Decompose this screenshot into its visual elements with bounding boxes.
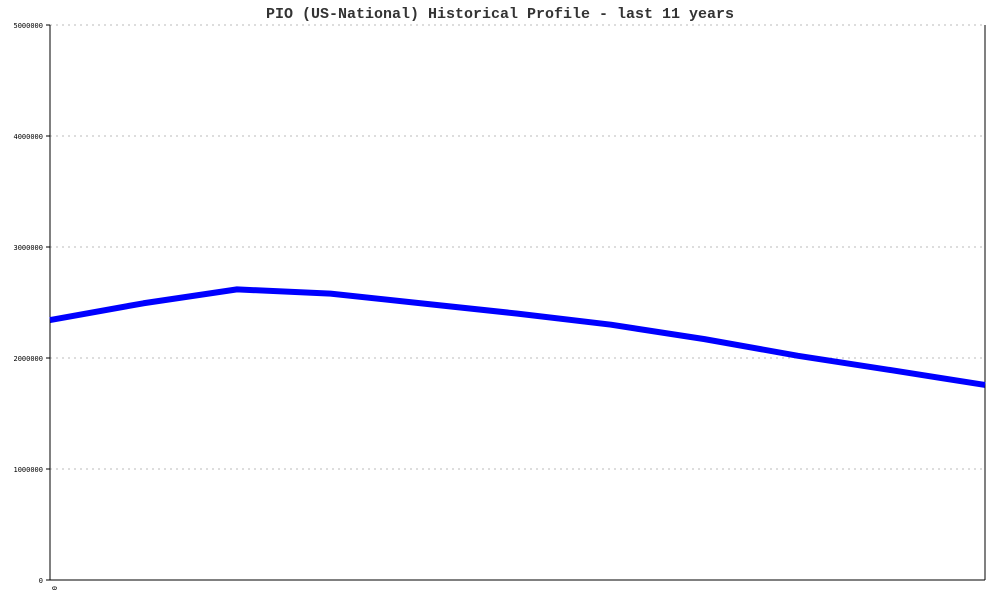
y-tick-label: 4000000 [13,133,43,141]
y-axis-ticks: 0 1000000 2000000 3000000 4000000 5000000 [13,22,50,585]
gridlines [50,24,985,470]
x-tick-label: 0 [50,586,58,590]
y-tick-label: 3000000 [13,244,43,252]
y-tick-label: 5000000 [13,22,43,30]
y-tick-label: 2000000 [13,355,43,363]
x-axis-ticks: 0 [50,586,58,590]
y-tick-label: 1000000 [13,466,43,474]
series-line [49,286,986,388]
y-tick-label: 0 [39,577,43,585]
chart-title: PIO (US-National) Historical Profile - l… [266,6,734,23]
